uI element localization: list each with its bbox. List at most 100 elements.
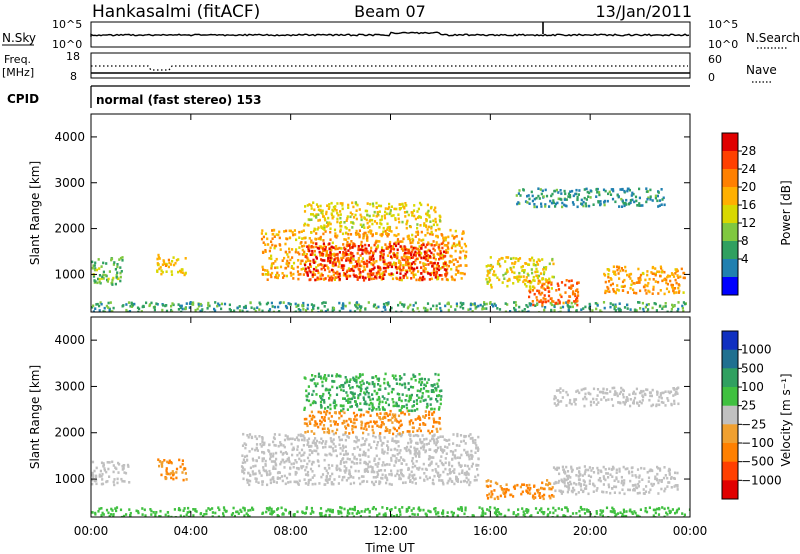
data-cell xyxy=(390,456,393,460)
data-cell xyxy=(425,225,428,229)
data-cell xyxy=(265,469,268,473)
data-cell xyxy=(372,506,375,509)
data-cell xyxy=(440,461,443,465)
data-cell xyxy=(333,478,336,481)
data-cell xyxy=(654,194,657,198)
data-cell xyxy=(596,302,599,306)
data-cell xyxy=(437,268,441,272)
data-cell xyxy=(274,275,277,279)
data-cell xyxy=(395,378,398,381)
data-cell xyxy=(340,511,343,515)
data-cell xyxy=(475,464,478,467)
data-cell xyxy=(329,403,332,407)
data-cell xyxy=(535,296,538,299)
data-cell xyxy=(101,511,104,515)
data-cell xyxy=(413,204,416,207)
data-cell xyxy=(360,510,363,513)
data-cell xyxy=(313,432,316,435)
data-cell xyxy=(395,403,398,406)
data-cell xyxy=(588,204,591,208)
data-cell xyxy=(389,250,392,253)
data-cell xyxy=(578,509,581,513)
data-cell xyxy=(329,222,332,226)
data-cell xyxy=(398,393,401,396)
data-cell xyxy=(438,257,441,261)
data-cell xyxy=(442,265,445,268)
data-cell xyxy=(420,203,423,207)
data-cell xyxy=(333,406,336,409)
data-cell xyxy=(344,471,347,474)
data-cell xyxy=(387,392,390,395)
data-cell xyxy=(412,507,415,510)
data-cell xyxy=(496,307,499,310)
data-cell xyxy=(230,513,233,517)
data-cell xyxy=(320,253,323,257)
data-cell xyxy=(345,479,348,482)
data-cell xyxy=(380,444,383,447)
data-cell xyxy=(439,398,442,401)
data-cell xyxy=(461,232,464,235)
data-cell xyxy=(485,265,488,268)
data-cell xyxy=(102,273,105,277)
data-cell xyxy=(316,446,319,450)
data-cell xyxy=(607,275,610,279)
data-cell xyxy=(609,510,612,513)
data-cell xyxy=(543,308,546,312)
data-cell xyxy=(563,477,566,481)
data-cell xyxy=(91,471,94,475)
data-cell xyxy=(405,261,408,264)
data-cell xyxy=(518,275,521,278)
data-cell xyxy=(437,474,440,477)
data-cell xyxy=(381,464,384,467)
data-cell xyxy=(597,200,600,203)
data-cell xyxy=(674,272,677,275)
data-cell xyxy=(103,469,106,472)
data-cell xyxy=(310,218,313,221)
data-cell xyxy=(246,458,249,462)
data-cell xyxy=(272,467,275,470)
data-cell xyxy=(359,213,362,217)
data-cell xyxy=(462,231,465,235)
data-cell xyxy=(327,429,331,432)
data-cell xyxy=(244,304,247,308)
data-cell xyxy=(339,462,342,466)
data-cell xyxy=(332,438,335,441)
data-cell xyxy=(384,401,388,404)
data-cell xyxy=(345,227,348,230)
data-cell xyxy=(332,449,335,453)
data-cell xyxy=(383,450,386,454)
data-cell xyxy=(614,303,617,307)
data-cell xyxy=(554,509,557,512)
data-cell xyxy=(337,482,340,485)
data-cell xyxy=(276,276,279,280)
data-cell xyxy=(573,292,576,296)
data-cell xyxy=(402,249,405,252)
data-cell xyxy=(322,301,325,304)
data-cell xyxy=(345,378,348,382)
data-cell xyxy=(348,244,351,247)
data-cell xyxy=(184,307,187,310)
data-cell xyxy=(407,213,410,217)
data-cell xyxy=(382,422,385,426)
data-cell xyxy=(128,310,132,312)
data-cell xyxy=(556,466,559,470)
data-cell xyxy=(626,291,629,294)
data-cell xyxy=(395,310,398,312)
data-cell xyxy=(430,231,433,234)
data-cell xyxy=(358,272,361,275)
data-cell xyxy=(422,448,425,451)
data-cell xyxy=(397,261,401,264)
data-cell xyxy=(463,272,466,276)
data-cell xyxy=(531,199,534,203)
data-cell xyxy=(116,271,119,274)
data-cell xyxy=(319,375,322,378)
data-cell xyxy=(342,302,345,305)
data-cell xyxy=(273,460,277,463)
data-cell xyxy=(271,243,274,247)
data-cell xyxy=(612,189,615,193)
data-cell xyxy=(533,279,536,282)
data-cell xyxy=(308,218,311,222)
data-cell xyxy=(589,392,592,396)
data-cell xyxy=(244,443,248,446)
data-cell xyxy=(365,390,369,393)
